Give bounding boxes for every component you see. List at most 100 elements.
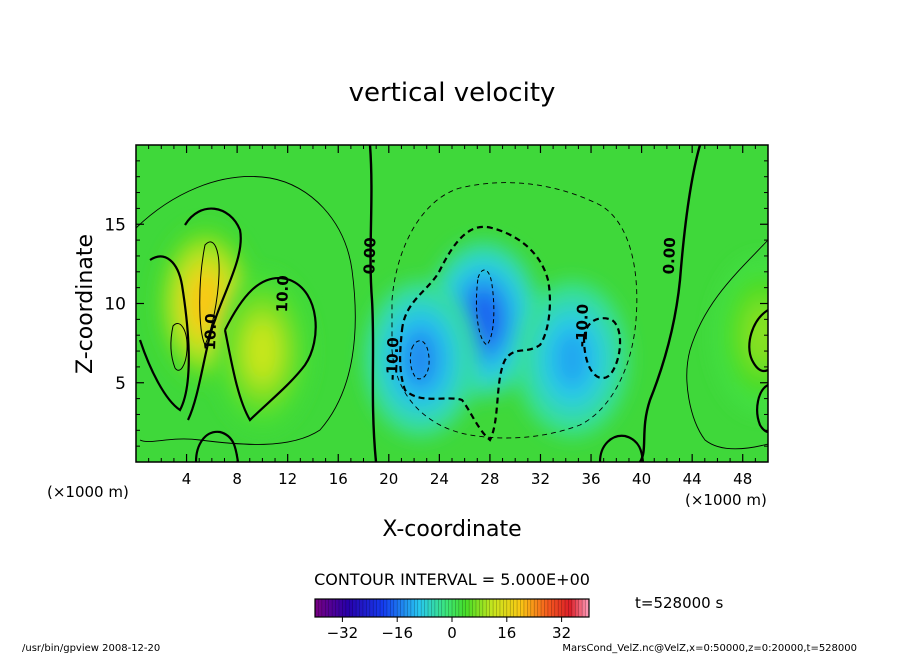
colorbar xyxy=(314,598,590,618)
colorbar-cell xyxy=(328,599,333,617)
colorbar-cell xyxy=(499,599,504,617)
contour-label: 10.0 xyxy=(201,313,220,351)
colorbar-cell xyxy=(530,599,535,617)
contour-pos15-b xyxy=(170,323,188,371)
footer-right: MarsCond_VelZ.nc@VelZ,x=0:50000,z=0:2000… xyxy=(562,643,857,654)
colorbar-cell xyxy=(410,599,415,617)
colorbar-cell xyxy=(397,599,402,617)
contour-neg15-a xyxy=(475,269,495,346)
colorbar-cell xyxy=(383,599,388,617)
colorbar-cell xyxy=(506,599,511,617)
x-tick-label: 8 xyxy=(232,470,242,488)
y-tick-label: 5 xyxy=(115,374,126,394)
contour-interval-text: CONTOUR INTERVAL = 5.000E+00 xyxy=(314,570,590,589)
x-tick-label: 44 xyxy=(683,470,702,488)
contour-neg10-right xyxy=(582,317,622,380)
contour-labels: 0.00 0.00 10.0 10.0 -10.0 -10.0 xyxy=(201,237,679,381)
colorbar-cell xyxy=(393,599,398,617)
colorbar-cell xyxy=(568,599,573,617)
colorbar-cell xyxy=(541,599,545,617)
contour-pos10-a xyxy=(138,255,190,412)
colorbar-cell xyxy=(551,599,556,617)
colorbar-cell xyxy=(585,599,590,617)
contour-neg5-outer xyxy=(391,182,638,439)
colorbar-cell xyxy=(520,599,525,617)
colorbar-cell xyxy=(582,599,586,617)
contour-zero-left xyxy=(368,145,378,462)
contour-label: 10.0 xyxy=(273,275,292,313)
x-tick-label: 32 xyxy=(531,470,550,488)
colorbar-cell xyxy=(493,599,497,617)
colorbar-cell xyxy=(345,599,350,617)
colorbar-cell xyxy=(465,599,470,617)
x-tick-label: 4 xyxy=(182,470,192,488)
x-tick-label: 48 xyxy=(733,470,752,488)
y-axis: 5 10 15 xyxy=(104,160,768,447)
colorbar-cell xyxy=(369,599,374,617)
footer-left: /usr/bin/gpview 2008-12-20 xyxy=(22,643,160,654)
colorbar-cell xyxy=(349,599,354,617)
colorbar-cell xyxy=(424,599,429,617)
colorbar-cell xyxy=(421,599,425,617)
colorbar-cell xyxy=(554,599,559,617)
colorbar-cell xyxy=(428,599,432,617)
colorbar-cell xyxy=(404,599,408,617)
contour-pos5-left xyxy=(136,176,356,445)
colorbar-cell xyxy=(332,599,336,617)
x-tick-label: 16 xyxy=(329,470,348,488)
colorbar-cell xyxy=(547,599,552,617)
colorbar-cell xyxy=(390,599,395,617)
chart-title: vertical velocity xyxy=(349,78,556,108)
contour-bottom-mid xyxy=(598,434,645,462)
colorbar-cell xyxy=(544,599,549,617)
contour-label: 0.00 xyxy=(660,237,679,275)
colorbar-cell xyxy=(475,599,480,617)
colorbar-cell xyxy=(455,599,460,617)
contour-pos-right-edge xyxy=(748,309,768,373)
colorbar-cell xyxy=(407,599,412,617)
y-tick-label: 10 xyxy=(104,295,126,315)
colorbar-tick-label: 16 xyxy=(497,624,516,642)
colorbar-cell xyxy=(479,599,484,617)
contour-neg15-b xyxy=(409,340,430,380)
y-tick-label: 15 xyxy=(104,215,126,235)
heatmap-cell xyxy=(746,306,768,364)
colorbar-cell xyxy=(565,599,569,617)
colorbar-cell xyxy=(386,599,391,617)
x-tick-label: 12 xyxy=(278,470,297,488)
colorbar-tick-label: 0 xyxy=(447,624,457,642)
colorbar-cell xyxy=(571,599,576,617)
colorbar-cell xyxy=(441,599,446,617)
colorbar-cell xyxy=(431,599,436,617)
colorbar-cell xyxy=(537,599,542,617)
time-label: t=528000 s xyxy=(635,594,723,612)
colorbar-cell xyxy=(417,599,422,617)
contour-label: -10.0 xyxy=(383,337,402,381)
colorbar-cell xyxy=(321,599,326,617)
x-tick-label: 36 xyxy=(581,470,600,488)
colorbar-cell xyxy=(434,599,439,617)
contour-neg10-main xyxy=(399,225,552,442)
contour-label: 0.00 xyxy=(360,237,379,275)
colorbar-cell xyxy=(469,599,473,617)
colorbar-cell xyxy=(362,599,367,617)
colorbar-cell xyxy=(318,599,323,617)
colorbar-cell xyxy=(458,599,463,617)
colorbar-cell xyxy=(452,599,456,617)
colorbar-cell xyxy=(448,599,453,617)
colorbar-cell xyxy=(503,599,508,617)
colorbar-tick-label: −16 xyxy=(381,624,413,642)
x-tick-label: 20 xyxy=(379,470,398,488)
colorbar-cell xyxy=(462,599,467,617)
contour-pos15-a xyxy=(199,241,220,347)
heatmap-cell xyxy=(247,322,278,380)
heatmap-field xyxy=(136,145,768,462)
colorbar-cell xyxy=(561,599,566,617)
colorbar-cell xyxy=(527,599,532,617)
colorbar-cell xyxy=(315,599,319,617)
colorbar-cell xyxy=(496,599,501,617)
colorbar-cell xyxy=(486,599,491,617)
colorbar-cell xyxy=(400,599,405,617)
colorbar-cell xyxy=(445,599,449,617)
